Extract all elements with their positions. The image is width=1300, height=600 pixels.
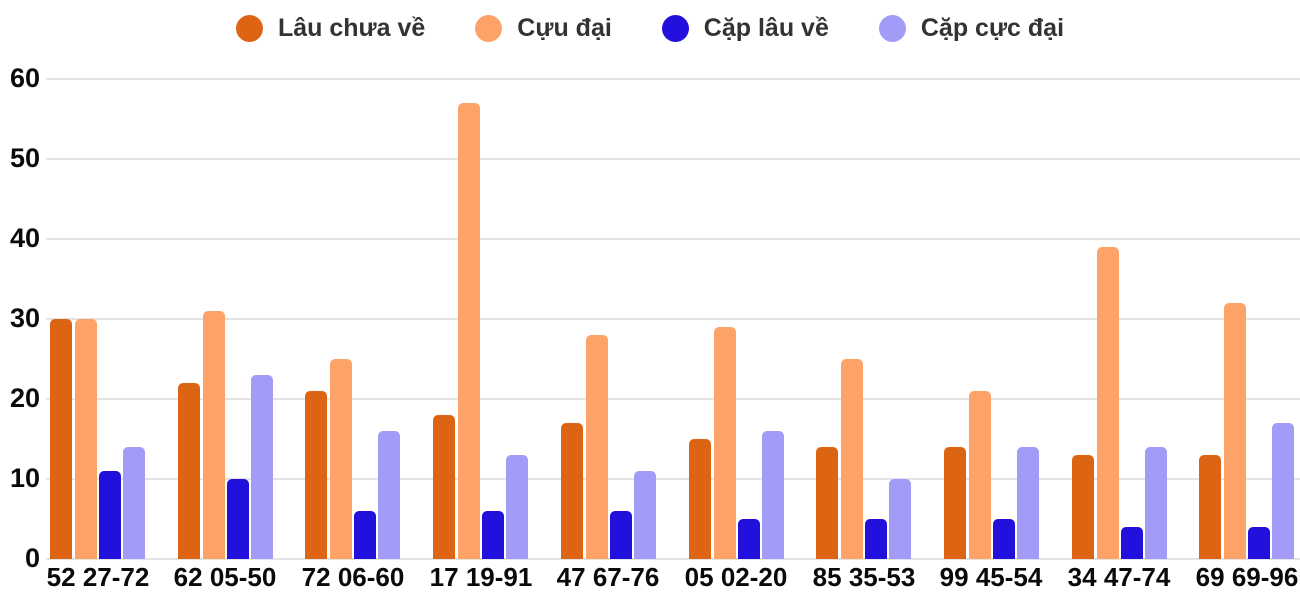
y-axis-tick-label: 30 <box>9 303 40 333</box>
bar-series3-group3[interactable] <box>506 455 528 559</box>
gridline-30 <box>46 318 1300 320</box>
bar-series1-group9[interactable] <box>1224 303 1246 559</box>
bar-series2-group6[interactable] <box>865 519 887 559</box>
legend-item-2[interactable]: Cặp lâu về <box>661 13 829 43</box>
x-axis-category-label: 72 06-60 <box>301 562 405 592</box>
bar-series2-group4[interactable] <box>610 511 632 559</box>
gridline-50 <box>46 158 1300 160</box>
legend-item-1[interactable]: Cựu đại <box>475 14 612 43</box>
bar-series0-group6[interactable] <box>816 447 838 559</box>
bar-series1-group5[interactable] <box>714 327 736 559</box>
x-axis-category-label: 34 47-74 <box>1067 562 1171 592</box>
bar-series0-group1[interactable] <box>178 383 200 559</box>
bar-series0-group3[interactable] <box>433 415 455 559</box>
bar-series3-group2[interactable] <box>378 431 400 559</box>
y-axis-tick-label: 10 <box>9 463 40 493</box>
legend-label: Lâu chưa về <box>277 13 426 42</box>
bar-series2-group7[interactable] <box>993 519 1015 559</box>
bar-series1-group0[interactable] <box>75 319 97 559</box>
legend-label: Cựu đại <box>517 13 612 42</box>
legend-swatch-icon <box>878 14 906 42</box>
gridline-60 <box>46 78 1300 80</box>
y-axis-tick-label: 60 <box>9 63 40 93</box>
bar-series1-group2[interactable] <box>330 359 352 559</box>
bar-series3-group9[interactable] <box>1272 423 1294 559</box>
bar-series0-group7[interactable] <box>944 447 966 559</box>
bar-series0-group9[interactable] <box>1199 455 1221 559</box>
bar-series2-group1[interactable] <box>227 479 249 559</box>
bar-series3-group1[interactable] <box>251 375 273 559</box>
bar-series3-group7[interactable] <box>1017 447 1039 559</box>
bar-series2-group8[interactable] <box>1121 527 1143 559</box>
y-axis-tick-label: 40 <box>9 223 40 253</box>
legend-label: Cặp cực đại <box>920 13 1065 42</box>
bar-series0-group0[interactable] <box>50 319 72 559</box>
bar-series1-group1[interactable] <box>203 311 225 559</box>
bar-series2-group5[interactable] <box>738 519 760 559</box>
legend-item-3[interactable]: Cặp cực đại <box>878 13 1065 43</box>
bar-series3-group0[interactable] <box>123 447 145 559</box>
y-axis-tick-label: 0 <box>24 543 40 573</box>
bar-series0-group2[interactable] <box>305 391 327 559</box>
bar-series1-group7[interactable] <box>969 391 991 559</box>
x-axis-category-label: 52 27-72 <box>46 562 150 592</box>
bar-series3-group4[interactable] <box>634 471 656 559</box>
x-axis-category-label: 17 19-91 <box>429 562 533 592</box>
bar-series2-group2[interactable] <box>354 511 376 559</box>
x-axis-category-label: 05 02-20 <box>684 562 788 592</box>
x-axis-category-label: 47 67-76 <box>556 562 660 592</box>
bar-series3-group6[interactable] <box>889 479 911 559</box>
bar-series1-group8[interactable] <box>1097 247 1119 559</box>
gridline-10 <box>46 478 1300 480</box>
x-axis-category-label: 69 69-96 <box>1195 562 1299 592</box>
gridline-0 <box>46 558 1300 560</box>
legend-swatch-icon <box>475 14 503 42</box>
bar-series3-group8[interactable] <box>1145 447 1167 559</box>
x-axis-category-label: 99 45-54 <box>939 562 1043 592</box>
bar-series3-group5[interactable] <box>762 431 784 559</box>
bar-series0-group8[interactable] <box>1072 455 1094 559</box>
bar-series1-group4[interactable] <box>586 335 608 559</box>
legend-item-0[interactable]: Lâu chưa về <box>235 13 426 43</box>
bar-series2-group0[interactable] <box>99 471 121 559</box>
y-axis-tick-label: 20 <box>9 383 40 413</box>
bar-series0-group4[interactable] <box>561 423 583 559</box>
x-axis-category-label: 85 35-53 <box>812 562 916 592</box>
legend: Lâu chưa về Cựu đại Cặp lâu về Cặp cực đại <box>0 10 1300 46</box>
bar-series2-group3[interactable] <box>482 511 504 559</box>
x-axis-category-label: 62 05-50 <box>173 562 277 592</box>
gridline-40 <box>46 238 1300 240</box>
gridline-20 <box>46 398 1300 400</box>
bar-series0-group5[interactable] <box>689 439 711 559</box>
y-axis-tick-label: 50 <box>9 143 40 173</box>
legend-label: Cặp lâu về <box>703 13 829 42</box>
bar-series1-group3[interactable] <box>458 103 480 559</box>
bar-series1-group6[interactable] <box>841 359 863 559</box>
bar-series2-group9[interactable] <box>1248 527 1270 559</box>
legend-swatch-icon <box>235 14 263 42</box>
legend-swatch-icon <box>661 14 689 42</box>
